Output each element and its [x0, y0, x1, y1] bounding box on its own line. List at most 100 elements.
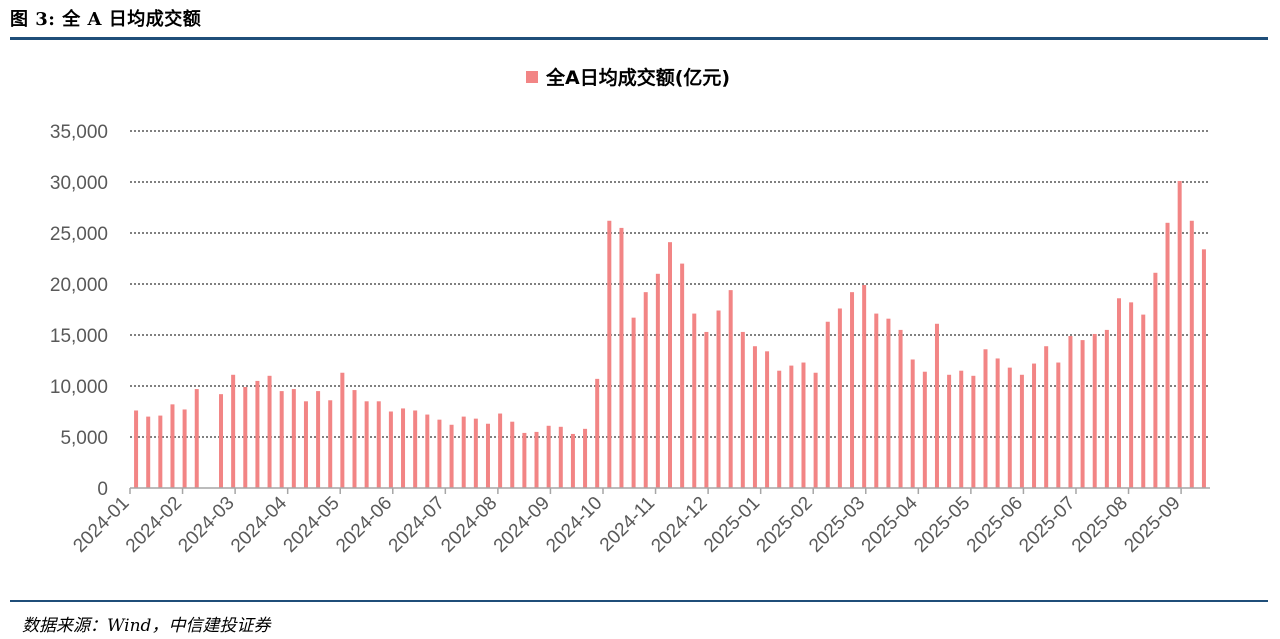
bar	[813, 372, 818, 488]
bar	[692, 313, 697, 488]
bar	[352, 390, 357, 488]
x-tick-label: 2025-04	[858, 492, 922, 556]
bar	[449, 424, 454, 488]
bar	[1007, 367, 1012, 488]
bar	[340, 372, 345, 488]
bar-chart: 全A日均成交额(亿元) 0 5,000 10,000 15,000 20,000 25,0…	[50, 66, 1210, 557]
bars	[134, 180, 1206, 489]
x-tick-label: 2024-08	[437, 493, 501, 557]
header-rule	[10, 37, 1268, 40]
bar	[473, 418, 478, 488]
bar	[1019, 374, 1024, 488]
bar	[631, 317, 636, 488]
bar	[825, 321, 830, 488]
bar	[134, 410, 139, 488]
bar	[643, 292, 648, 488]
bar	[364, 401, 369, 488]
bar	[862, 285, 867, 488]
bar	[231, 374, 236, 488]
bar	[934, 323, 939, 488]
bar	[316, 391, 321, 488]
bar	[146, 416, 151, 488]
bar	[219, 394, 224, 488]
y-tick-label: 0	[97, 479, 108, 500]
x-tick-label: 2025-01	[700, 493, 764, 557]
x-tick-label: 2024-07	[385, 493, 449, 557]
figure-title: 图 3: 全 A 日均成交额	[10, 9, 202, 30]
y-tick-label: 10,000	[50, 377, 108, 398]
bar	[558, 426, 563, 488]
x-tick-label: 2024-03	[174, 493, 238, 557]
y-tick-label: 35,000	[50, 122, 108, 143]
bar	[158, 415, 163, 488]
bar	[1141, 314, 1146, 488]
bar	[291, 389, 296, 488]
bar	[959, 370, 964, 488]
x-tick-label: 2024-01	[69, 493, 133, 557]
bar	[376, 401, 381, 488]
bar	[995, 358, 1000, 488]
y-axis-ticks: 0 5,000 10,000 15,000 20,000 25,000 30,000 35,0…	[50, 122, 108, 500]
x-tick-label: 2024-02	[122, 493, 186, 557]
bar	[1104, 329, 1109, 488]
x-tick-label: 2025-03	[805, 493, 869, 557]
bar	[1032, 363, 1037, 488]
bar	[522, 432, 527, 488]
y-tick-label: 25,000	[50, 224, 108, 245]
footer-rule	[10, 600, 1268, 602]
bar	[922, 371, 927, 488]
bar	[1201, 249, 1206, 488]
bar	[1116, 298, 1121, 488]
bar	[850, 292, 855, 488]
bar	[740, 331, 745, 488]
bar	[1056, 362, 1061, 488]
x-tick-label: 2024-04	[227, 492, 291, 556]
bar	[1189, 220, 1194, 488]
x-tick-label: 2025-08	[1068, 493, 1132, 557]
bar	[1165, 222, 1170, 489]
bar	[303, 401, 308, 488]
x-tick-label: 2024-06	[332, 493, 396, 557]
bar	[607, 220, 612, 488]
bar	[243, 387, 248, 488]
bar	[461, 416, 466, 488]
bar	[1129, 302, 1134, 488]
bar	[801, 362, 806, 488]
bar	[910, 359, 915, 488]
x-tick-label: 2024-05	[280, 493, 344, 557]
x-tick-label: 2025-05	[910, 493, 974, 557]
bar	[655, 273, 660, 488]
bar	[170, 404, 175, 488]
bar	[1177, 180, 1182, 489]
bar	[874, 313, 879, 488]
bar	[485, 423, 490, 488]
bar	[886, 318, 891, 488]
bar	[680, 263, 685, 488]
x-tick-label: 2025-06	[963, 493, 1027, 557]
bar	[765, 351, 770, 488]
bar	[570, 433, 575, 488]
x-tick-label: 2024-11	[596, 493, 659, 556]
legend-swatch	[526, 71, 538, 83]
bar	[425, 414, 430, 488]
x-tick-label: 2025-09	[1120, 493, 1184, 557]
legend-label: 全A日均成交额(亿元)	[545, 66, 730, 89]
bar	[837, 308, 842, 488]
bar	[583, 428, 588, 488]
y-tick-label: 20,000	[50, 275, 108, 296]
y-tick-label: 5,000	[60, 428, 108, 449]
bar	[619, 227, 624, 488]
y-tick-label: 30,000	[50, 173, 108, 194]
x-tick-label: 2024-12	[647, 493, 711, 557]
bar	[728, 290, 733, 488]
bar	[510, 421, 515, 488]
bar	[704, 331, 709, 488]
x-tick-label: 2025-02	[753, 493, 817, 557]
bar	[388, 411, 393, 488]
bar	[194, 389, 199, 488]
x-axis: 2024-012024-022024-032024-042024-052024-…	[69, 487, 1210, 557]
x-tick-label: 2024-09	[490, 493, 554, 557]
bar	[716, 310, 721, 488]
gridlines	[130, 130, 1210, 438]
x-tick-label: 2024-10	[542, 493, 606, 557]
